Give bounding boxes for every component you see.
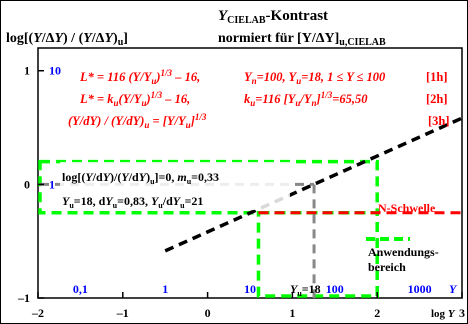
series-line-0 — [164, 116, 463, 253]
yu-label: Yu=18 — [290, 282, 321, 298]
x-tick-label-4: 2 — [374, 306, 380, 320]
chart-title-line2: normiert für [Y/ΔY]u,CIELAB — [218, 31, 386, 48]
legend: Anwendungs- bereich — [366, 237, 439, 274]
y-axis-title: log[(Y/ΔY) / (Y/ΔY)u] — [6, 31, 128, 48]
x-axis-title: log Y — [431, 308, 456, 320]
region-layer — [38, 159, 379, 298]
annotation-box: log[(Y/dY)/(Y/dY)u]=0, mu=0,33 Yu=18, dY… — [60, 162, 290, 210]
formula-1-mid: Yn=100, Yu=18, 1 ≤ Y ≤ 100 — [244, 70, 386, 86]
annotation-box-bg — [60, 162, 290, 210]
x-tick-label-1: –1 — [116, 306, 129, 320]
blue-x-label-2: 10 — [244, 282, 256, 296]
blue-x-label-3: 100 — [326, 282, 344, 296]
green-region-inner — [256, 211, 379, 298]
legend-label-2: bereich — [368, 260, 406, 274]
x-tick-label-2: 0 — [205, 306, 211, 320]
x-tick-label-0: –2 — [31, 306, 44, 320]
blue-y-label-0: 10 — [49, 64, 61, 78]
y-tick-label-1: 0 — [24, 177, 30, 191]
x-tick-label-5: 3 — [459, 306, 465, 320]
blue-x-label-1: 1 — [162, 282, 168, 296]
formula-1-left: L* = 116 (Y/Yu)1/3 – 16, — [79, 68, 200, 86]
formula-3: (Y/dY) / (Y/dY)u = [Y/Yu]1/3 — [68, 112, 207, 130]
formula-2-mid: ku=116 [Yu/Yn]1/3=65,50 — [244, 90, 368, 108]
blue-y-label-1: 1 — [49, 177, 55, 191]
y-tick-label-2: –1 — [17, 291, 30, 305]
annotation-line-1: log[(Y/dY)/(Y/dY)u]=0, mu=0,33 — [62, 170, 219, 186]
formula-2-left: L* = ku(Y/Yu)1/3 – 16, — [79, 90, 190, 108]
blue-x-label-4: 1000 — [408, 282, 432, 296]
formula-2-tag: [2h] — [426, 92, 448, 106]
chart-title: YCIELAB-Kontrast — [218, 8, 328, 26]
green-region-outer — [38, 159, 379, 215]
plot-frame — [37, 47, 463, 299]
blue-x-label-0: 0,1 — [73, 282, 88, 296]
legend-label-1: Anwendungs- — [368, 245, 439, 259]
blue-x-suffix: Y — [449, 282, 458, 296]
annotation-line-2: Yu=18, dYu=0,83, Yu/dYu=21 — [62, 194, 203, 210]
formula-1-tag: [1h] — [426, 70, 448, 84]
x-tick-label-3: 1 — [289, 306, 295, 320]
formula-3-tag: [3h] — [428, 114, 450, 128]
n-schwelle-label: N-Schwelle — [378, 201, 436, 215]
y-tick-label-0: 1 — [24, 64, 30, 78]
